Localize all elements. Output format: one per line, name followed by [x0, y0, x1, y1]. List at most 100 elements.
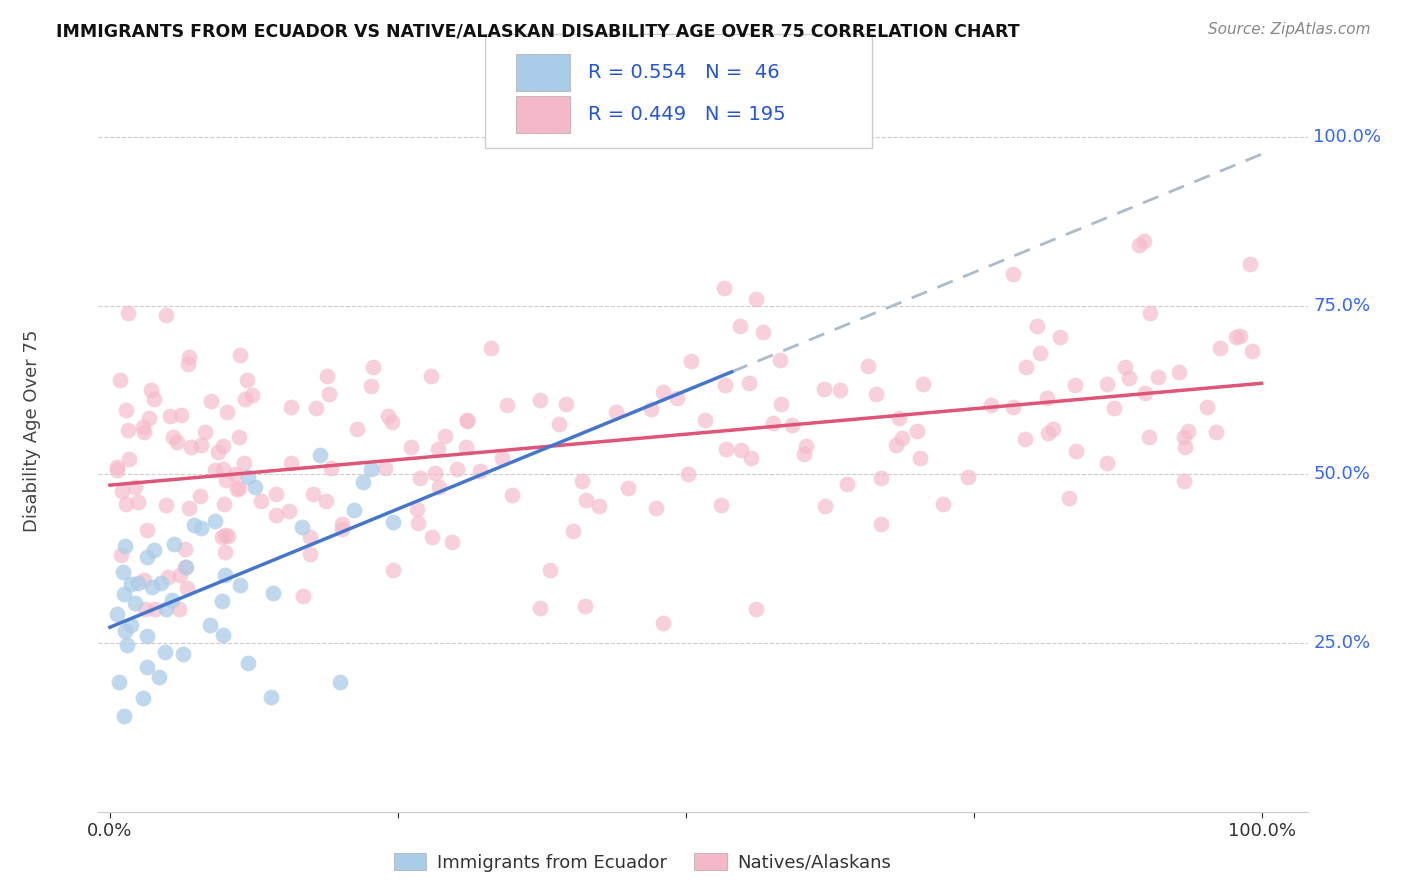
Point: [869, 471, 891, 485]
Point: [446, 462, 468, 476]
Point: [889, 411, 911, 425]
Legend: Immigrants from Ecuador, Natives/Alaskans: Immigrants from Ecuador, Natives/Alaskan…: [387, 846, 898, 879]
Point: [728, 318, 751, 333]
Point: [112, 587, 135, 601]
Point: [745, 602, 768, 616]
Point: [149, 575, 172, 590]
Point: [856, 359, 879, 373]
Point: [870, 516, 893, 531]
Point: [117, 306, 139, 320]
Point: [1114, 360, 1136, 375]
Point: [180, 440, 202, 454]
Point: [132, 425, 155, 440]
Point: [1229, 329, 1251, 343]
Point: [737, 376, 759, 390]
Point: [574, 599, 596, 613]
Point: [214, 567, 236, 582]
Point: [115, 497, 138, 511]
Point: [301, 487, 323, 501]
Point: [479, 341, 502, 355]
Point: [236, 470, 259, 484]
Point: [236, 373, 259, 387]
Point: [155, 308, 177, 322]
Point: [693, 413, 716, 427]
Text: 75.0%: 75.0%: [1313, 296, 1371, 315]
Point: [243, 480, 266, 494]
Point: [105, 462, 128, 476]
Point: [194, 425, 217, 439]
Point: [215, 473, 238, 487]
Point: [127, 494, 149, 508]
Point: [1135, 386, 1157, 401]
Point: [114, 539, 136, 553]
Point: [770, 397, 793, 411]
Point: [229, 578, 252, 592]
Point: [1209, 341, 1232, 355]
Point: [114, 624, 136, 638]
Point: [495, 398, 517, 412]
Point: [131, 420, 153, 434]
Point: [406, 516, 429, 530]
Point: [124, 596, 146, 610]
Point: [330, 516, 353, 531]
Point: [136, 629, 159, 643]
Point: [588, 499, 610, 513]
Point: [980, 398, 1002, 412]
Point: [232, 456, 254, 470]
Point: [115, 638, 138, 652]
Point: [645, 500, 668, 515]
Point: [346, 422, 368, 436]
Point: [318, 386, 340, 401]
Point: [1137, 430, 1160, 444]
Point: [1001, 267, 1024, 281]
Point: [1036, 425, 1059, 440]
Point: [1147, 370, 1170, 384]
Point: [1139, 306, 1161, 320]
Point: [174, 559, 197, 574]
Point: [291, 520, 314, 534]
Point: [529, 600, 551, 615]
Point: [316, 369, 339, 384]
Point: [260, 690, 283, 704]
Point: [1014, 360, 1036, 375]
Point: [229, 348, 252, 362]
Point: [211, 530, 233, 544]
Point: [420, 368, 443, 383]
Point: [381, 415, 404, 429]
Point: [343, 503, 366, 517]
Point: [105, 607, 128, 622]
Point: [1097, 456, 1119, 470]
Point: [124, 480, 146, 494]
Point: [575, 493, 598, 508]
Point: [135, 524, 157, 538]
Point: [226, 483, 249, 497]
Point: [141, 580, 163, 594]
Point: [162, 430, 184, 444]
Point: [110, 548, 132, 562]
Point: [135, 659, 157, 673]
Point: [1225, 329, 1247, 343]
Point: [1042, 422, 1064, 436]
Point: [1173, 430, 1195, 444]
Point: [891, 431, 914, 445]
Point: [1102, 401, 1125, 415]
Point: [228, 430, 250, 444]
Point: [377, 409, 399, 423]
Point: [127, 575, 149, 590]
Point: [865, 387, 887, 401]
Point: [204, 463, 226, 477]
Point: [420, 530, 443, 544]
Text: Source: ZipAtlas.com: Source: ZipAtlas.com: [1208, 22, 1371, 37]
Point: [120, 618, 142, 632]
Point: [427, 442, 450, 456]
Point: [280, 400, 302, 414]
Point: [1133, 234, 1156, 248]
Point: [264, 486, 287, 500]
Point: [177, 501, 200, 516]
Text: Disability Age Over 75: Disability Age Over 75: [22, 329, 41, 532]
Point: [529, 393, 551, 408]
Point: [1064, 378, 1087, 392]
Point: [211, 439, 233, 453]
Point: [830, 383, 852, 397]
Point: [360, 462, 382, 476]
